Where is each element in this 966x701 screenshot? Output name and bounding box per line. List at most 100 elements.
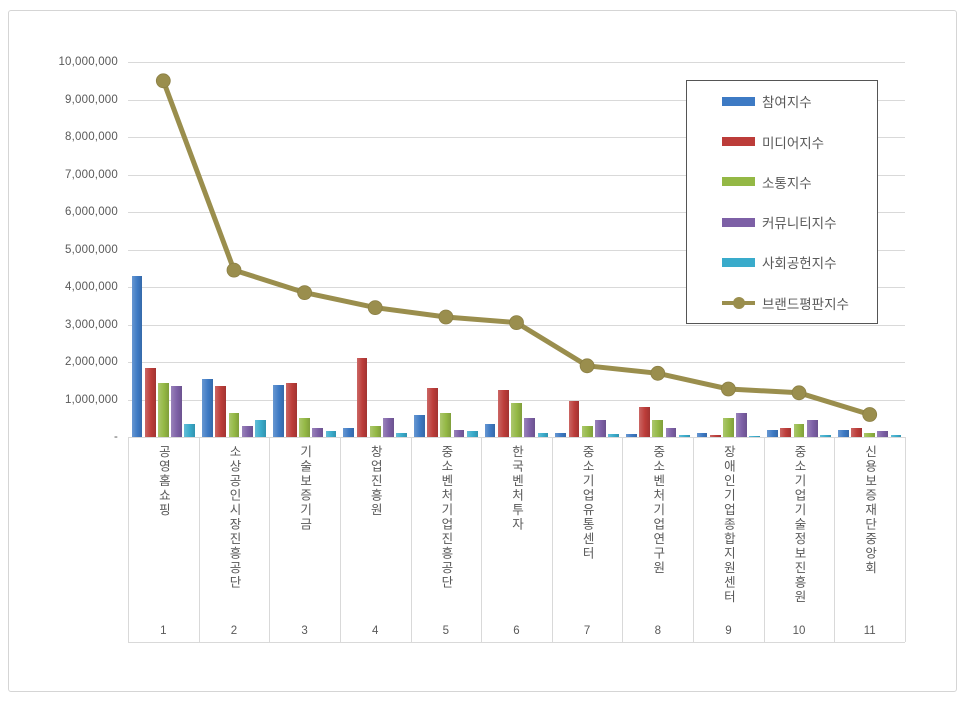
legend-item-brand-reputation: 브랜드평판지수 xyxy=(687,283,877,323)
bar-communication-c7 xyxy=(581,425,593,437)
legend-line-swatch-brand-reputation xyxy=(722,296,755,309)
bar-participation-c2 xyxy=(202,378,213,437)
bar-shade xyxy=(877,431,889,437)
legend-label: 미디어지수 xyxy=(762,135,825,151)
bar-shade xyxy=(749,435,761,437)
bar-shade xyxy=(497,390,509,437)
category-label: 중소기업기술정보진흥원 xyxy=(764,445,835,623)
bar-shade xyxy=(427,388,439,437)
bar-participation-c9 xyxy=(696,433,708,437)
category-separator xyxy=(410,437,412,642)
bar-media-c11 xyxy=(851,428,862,437)
line-marker xyxy=(509,315,524,331)
bar-communication-c1 xyxy=(157,382,169,437)
bar-community-c10 xyxy=(806,420,818,437)
bar-social-contribution-c3 xyxy=(325,431,337,437)
category-number: 9 xyxy=(725,625,732,637)
y-axis-tick-label: 4,000,000 xyxy=(65,281,118,293)
bar-shade xyxy=(851,428,862,437)
line-marker xyxy=(155,73,171,89)
category-label-text: 창업진흥원 xyxy=(368,445,383,518)
bar-shade xyxy=(696,433,708,437)
legend-item-communication: 소통지수 xyxy=(687,162,877,202)
category-label: 중소벤처기업진흥공단 xyxy=(411,445,482,623)
bar-media-c7 xyxy=(568,401,580,437)
line-marker xyxy=(367,300,383,316)
category-separator xyxy=(834,437,836,642)
bar-shade xyxy=(272,384,284,437)
legend-item-participation: 참여지수 xyxy=(687,81,877,121)
bar-communication-c6 xyxy=(511,403,522,437)
category-number: 2 xyxy=(230,625,238,637)
category-label-text: 중소벤처기업진흥공단 xyxy=(438,445,453,590)
bar-shade xyxy=(837,430,849,437)
bar-shade xyxy=(383,418,394,437)
category-label-text: 기술보증기금 xyxy=(297,445,312,532)
bar-social-contribution-c8 xyxy=(678,435,690,437)
bar-shade xyxy=(131,275,143,437)
category-label-text: 장애인기업종합지원센터 xyxy=(721,445,736,605)
bar-community-c5 xyxy=(453,429,465,437)
bar-shade xyxy=(453,429,465,437)
bar-community-c1 xyxy=(171,386,182,437)
gridline xyxy=(128,137,905,138)
category-separator xyxy=(551,437,553,642)
bar-community-c7 xyxy=(594,420,606,437)
bar-media-c5 xyxy=(427,388,439,437)
bar-shade xyxy=(793,423,805,437)
bar-media-c8 xyxy=(639,407,650,437)
bar-social-contribution-c2 xyxy=(254,420,266,437)
bar-social-contribution-c5 xyxy=(466,431,478,437)
y-axis-tick-label: 6,000,000 xyxy=(65,206,118,218)
category-separator xyxy=(693,437,695,642)
bar-participation-c4 xyxy=(343,427,355,437)
bar-shade xyxy=(806,420,818,437)
category-label-text: 중소기업기술정보진흥원 xyxy=(792,445,807,605)
bar-media-c2 xyxy=(215,386,227,437)
category-label: 기술보증기금 xyxy=(269,445,340,623)
category-number: 6 xyxy=(513,625,520,637)
category-label: 한국벤처투자 xyxy=(481,445,552,623)
category-label: 창업진흥원 xyxy=(340,445,411,623)
category-number: 3 xyxy=(301,625,308,637)
bar-shade xyxy=(820,435,831,437)
bar-social-contribution-c1 xyxy=(184,423,196,437)
gridline xyxy=(128,99,905,101)
bar-shade xyxy=(709,434,721,437)
category-number: 4 xyxy=(372,625,379,637)
bar-communication-c9 xyxy=(723,418,734,437)
bar-community-c8 xyxy=(665,427,677,437)
gridline xyxy=(128,287,905,288)
bar-shade xyxy=(890,435,902,437)
line-marker xyxy=(791,385,807,401)
bar-shade xyxy=(184,423,196,437)
category-label: 장애인기업종합지원센터 xyxy=(693,445,764,623)
bar-shade xyxy=(440,412,452,437)
bar-shade xyxy=(285,382,297,437)
category-number: 10 xyxy=(792,625,806,637)
legend-swatch-media xyxy=(722,137,755,147)
category-separator xyxy=(339,437,341,642)
category-label-text: 소상공인시장진흥공단 xyxy=(226,445,241,590)
bar-shade xyxy=(594,420,606,437)
bar-community-c9 xyxy=(736,412,747,437)
legend-line-marker xyxy=(733,296,745,309)
x-axis-bottom-line xyxy=(128,642,905,643)
legend-label: 소통지수 xyxy=(762,175,812,191)
bar-shade xyxy=(312,427,324,437)
legend-swatch-social-contribution xyxy=(722,257,755,267)
y-axis-tick-label: 7,000,000 xyxy=(65,168,118,181)
bar-shade xyxy=(356,358,368,437)
bar-communication-c8 xyxy=(652,420,664,437)
gridline xyxy=(128,249,905,251)
category-separator xyxy=(905,437,906,642)
category-separator xyxy=(763,437,765,642)
bar-shade xyxy=(254,420,266,437)
legend-swatch-communication xyxy=(722,177,755,187)
y-axis-tick-label: 3,000,000 xyxy=(65,318,118,331)
bar-shade xyxy=(484,423,496,437)
line-marker xyxy=(721,381,736,397)
bar-media-c9 xyxy=(709,434,721,437)
y-axis-tick-label: 5,000,000 xyxy=(65,243,118,256)
